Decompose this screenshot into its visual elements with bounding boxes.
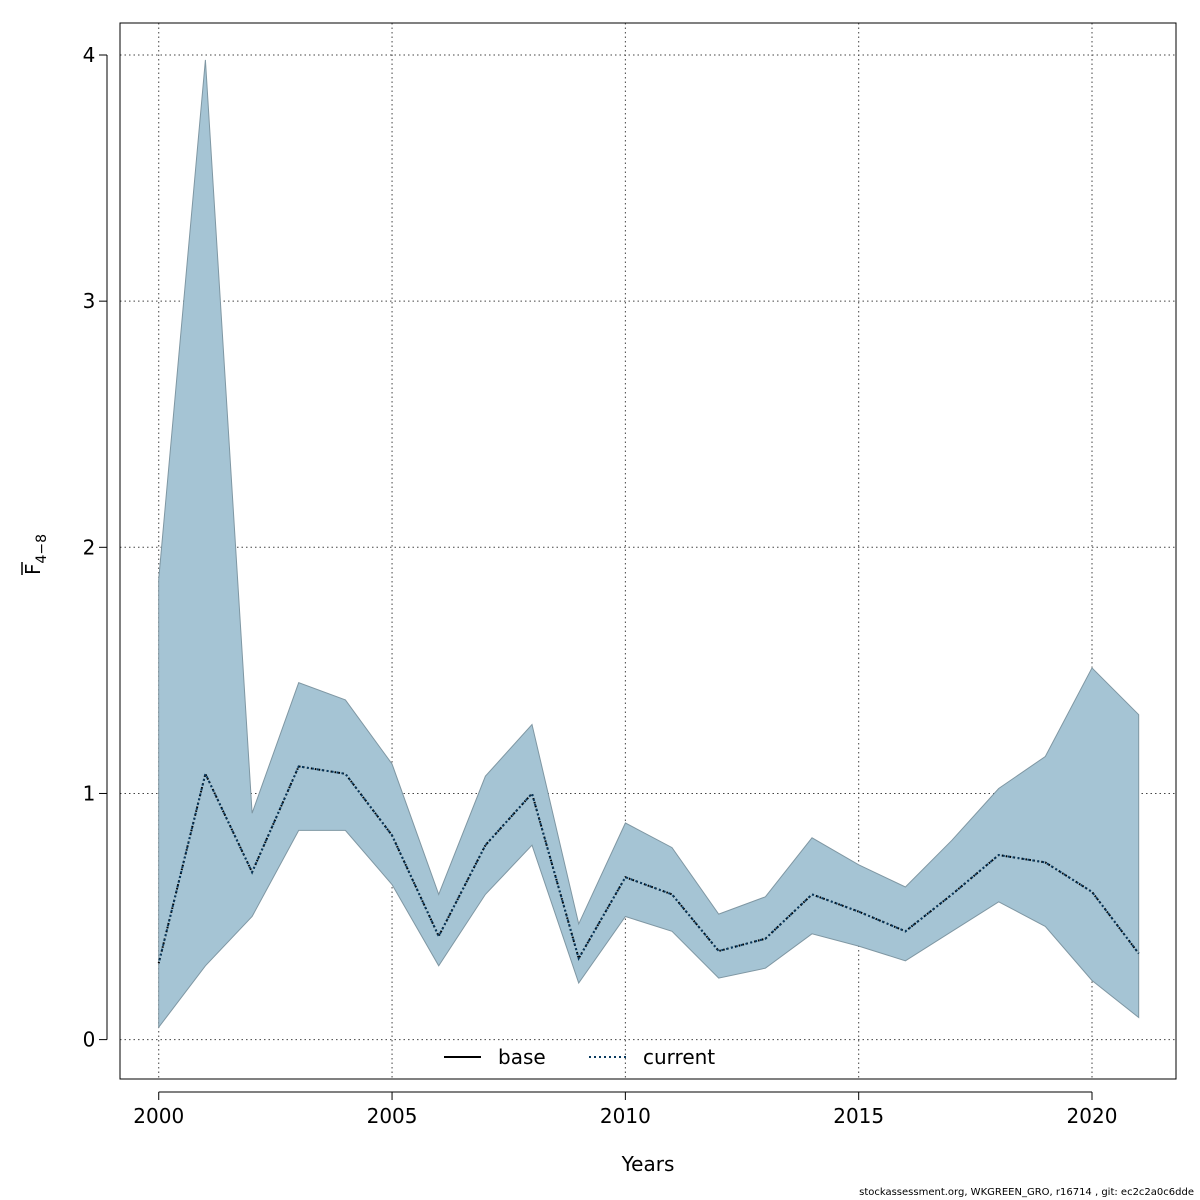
x-tick-label-2015: 2015 — [833, 1104, 884, 1128]
legend: base current — [444, 1045, 715, 1069]
legend-label-base: base — [498, 1045, 546, 1069]
x-tick-label-2020: 2020 — [1067, 1104, 1118, 1128]
current-series-line — [157, 765, 1140, 964]
base-series-line — [157, 765, 1140, 964]
confidence-band — [158, 59, 1140, 1029]
y-axis-title-symbol: F — [21, 563, 45, 575]
plot-frame — [119, 22, 1177, 1080]
x-tick-label-2005: 2005 — [367, 1104, 418, 1128]
y-axis: 0 1 2 3 4 — [83, 43, 108, 1052]
footer-note: stockassessment.org, WKGREEN_GRO, r16714… — [859, 1187, 1194, 1198]
x-axis-title: Years — [621, 1152, 675, 1176]
legend-label-current: current — [643, 1045, 715, 1069]
x-tick-label-2000: 2000 — [133, 1104, 184, 1128]
y-axis-title-main: F4−8 — [21, 534, 50, 575]
x-tick-label-2010: 2010 — [600, 1104, 651, 1128]
y-tick-label-1: 1 — [83, 781, 96, 805]
y-axis-title-subscript: 4−8 — [34, 534, 50, 564]
x-axis: 2000 2005 2010 2015 2020 — [133, 1091, 1118, 1128]
y-tick-label-0: 0 — [83, 1028, 96, 1052]
y-tick-label-4: 4 — [83, 43, 96, 67]
y-tick-label-3: 3 — [83, 289, 96, 313]
y-axis-title: F4−8 — [21, 534, 50, 575]
y-tick-label-2: 2 — [83, 535, 96, 559]
